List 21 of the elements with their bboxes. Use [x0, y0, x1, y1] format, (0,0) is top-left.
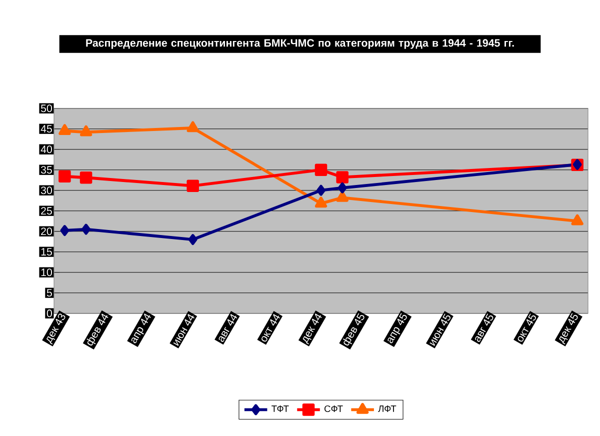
y-tick-label: 45: [40, 125, 52, 133]
x-tick-label: апр 45: [388, 313, 407, 344]
chart-title: Распределение спецконтингента БМК-ЧМС по категориям труда в 1944 - 1945 гг.: [86, 39, 514, 49]
legend-label: ЛФТ: [378, 405, 396, 412]
x-tick-label: апр 44: [131, 314, 151, 344]
y-tick-label: 35: [40, 166, 52, 174]
y-tick-label: 25: [41, 207, 52, 215]
y-tick-label: 20: [41, 228, 52, 236]
legend-label: ТФТ: [272, 405, 289, 412]
x-tick-label: окт 45: [518, 314, 536, 342]
x-tick-label: авг 45: [475, 314, 494, 342]
y-tick-label: 30: [40, 186, 52, 194]
x-tick-label: авг 44: [218, 314, 238, 342]
y-tick-label: 0: [46, 310, 52, 318]
y-tick-label: 50: [40, 104, 52, 112]
y-tick-label: 15: [41, 248, 52, 256]
legend-label: СФТ: [324, 405, 343, 412]
y-tick-label: 5: [46, 289, 52, 297]
x-tick-label: окт 44: [262, 314, 280, 342]
y-tick-label: 10: [41, 268, 52, 276]
y-tick-label: 40: [40, 146, 52, 154]
